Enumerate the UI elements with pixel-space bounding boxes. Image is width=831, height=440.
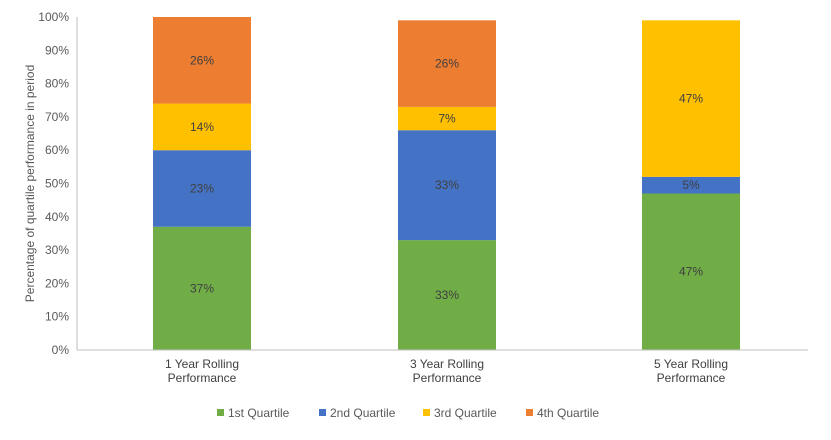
bar-segment bbox=[642, 20, 740, 177]
data-label: 33% bbox=[435, 178, 459, 192]
legend-label: 1st Quartile bbox=[228, 406, 290, 420]
data-label: 47% bbox=[679, 265, 703, 279]
x-tick-label-line: 1 Year Rolling bbox=[165, 357, 239, 371]
data-label: 26% bbox=[435, 57, 459, 71]
legend-swatch bbox=[217, 409, 224, 416]
bar-segment bbox=[153, 150, 251, 227]
y-tick-label: 30% bbox=[45, 243, 69, 257]
bar-segment bbox=[153, 226, 251, 350]
y-tick-label: 80% bbox=[45, 77, 69, 91]
y-tick-label: 40% bbox=[45, 210, 69, 224]
y-tick-label: 0% bbox=[52, 343, 70, 357]
x-tick-label-line: 5 Year Rolling bbox=[654, 357, 728, 371]
bar-segment bbox=[153, 103, 251, 151]
legend-label: 2nd Quartile bbox=[330, 406, 396, 420]
bar-segment bbox=[398, 240, 496, 350]
data-label: 26% bbox=[190, 53, 214, 67]
bar-segment bbox=[398, 20, 496, 107]
y-tick-label: 90% bbox=[45, 43, 69, 57]
y-tick-label: 100% bbox=[38, 10, 69, 24]
bar-segment bbox=[642, 176, 740, 194]
y-tick-label: 20% bbox=[45, 276, 69, 290]
data-label: 47% bbox=[679, 92, 703, 106]
y-axis-title: Percentage of quartile performance in pe… bbox=[23, 65, 37, 302]
data-label: 5% bbox=[682, 178, 700, 192]
legend-item: 1st Quartile bbox=[217, 406, 290, 420]
data-label: 23% bbox=[190, 181, 214, 195]
data-label: 37% bbox=[190, 281, 214, 295]
data-label: 33% bbox=[435, 288, 459, 302]
x-tick-label: 1 Year Rolling Performance bbox=[165, 357, 239, 385]
legend-swatch bbox=[423, 409, 430, 416]
x-tick-label-line: Performance bbox=[657, 371, 726, 385]
legend-label: 3rd Quartile bbox=[434, 406, 497, 420]
y-tick-label: 10% bbox=[45, 310, 69, 324]
data-label: 7% bbox=[438, 112, 456, 126]
bar-segment bbox=[153, 17, 251, 104]
bar-segment bbox=[398, 106, 496, 131]
x-tick-label: 5 Year Rolling Performance bbox=[654, 357, 728, 385]
legend-swatch bbox=[319, 409, 326, 416]
x-tick-label-line: 3 Year Rolling bbox=[410, 357, 484, 371]
x-tick-label-line: Performance bbox=[168, 371, 237, 385]
bar-segment bbox=[398, 130, 496, 241]
y-tick-label: 50% bbox=[45, 177, 69, 191]
y-tick-label: 60% bbox=[45, 143, 69, 157]
y-tick-label: 70% bbox=[45, 110, 69, 124]
x-tick-label: 3 Year Rolling Performance bbox=[410, 357, 484, 385]
legend-item: 4th Quartile bbox=[526, 406, 599, 420]
legend-swatch bbox=[526, 409, 533, 416]
data-label: 14% bbox=[190, 120, 214, 134]
x-tick-label-line: Performance bbox=[413, 371, 482, 385]
legend-label: 4th Quartile bbox=[537, 406, 599, 420]
bar-segment bbox=[642, 193, 740, 350]
legend-item: 3rd Quartile bbox=[423, 406, 497, 420]
legend-item: 2nd Quartile bbox=[319, 406, 396, 420]
